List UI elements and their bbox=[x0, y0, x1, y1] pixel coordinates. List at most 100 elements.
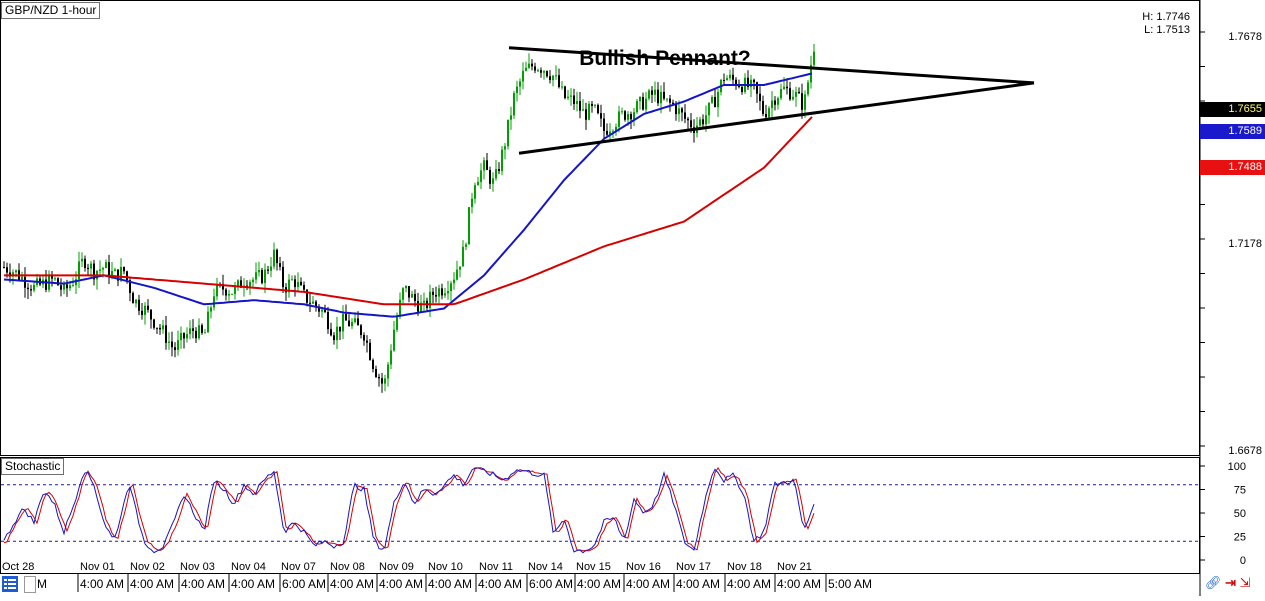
candle-body bbox=[534, 66, 536, 71]
candle-body bbox=[660, 91, 662, 104]
candle-body bbox=[375, 368, 377, 377]
candle-body bbox=[93, 263, 95, 280]
candle-body bbox=[639, 97, 641, 102]
candle-body bbox=[144, 305, 146, 315]
candle-body bbox=[663, 91, 665, 99]
candle-body bbox=[597, 104, 599, 114]
arrow-in-icon[interactable]: ⇥ bbox=[1225, 575, 1237, 590]
candle-body bbox=[228, 293, 230, 296]
period-button[interactable]: M bbox=[37, 577, 47, 591]
candle-body bbox=[240, 280, 242, 288]
candle-body bbox=[372, 359, 374, 369]
candle-body bbox=[531, 63, 533, 67]
candle-body bbox=[672, 102, 674, 105]
candle-body bbox=[204, 332, 206, 334]
candle-body bbox=[132, 293, 134, 304]
candle-body bbox=[546, 71, 548, 77]
candle-body bbox=[300, 281, 302, 286]
candle-body bbox=[642, 97, 644, 110]
candle-body bbox=[78, 261, 80, 280]
candle-body bbox=[420, 302, 422, 312]
trendline-lower[interactable] bbox=[518, 81, 1035, 155]
candle-body bbox=[141, 310, 143, 315]
candle-body bbox=[261, 270, 263, 284]
candle-body bbox=[549, 76, 551, 81]
stochastic-k-line bbox=[3, 467, 815, 554]
candle-body bbox=[135, 299, 137, 304]
candle-body bbox=[318, 306, 320, 312]
candle-body bbox=[588, 103, 590, 120]
candle-body bbox=[585, 109, 587, 120]
list-icon bbox=[2, 576, 18, 592]
trendline-upper[interactable] bbox=[508, 46, 1035, 85]
candle-body bbox=[180, 333, 182, 341]
candle-body bbox=[630, 113, 632, 120]
blue-moving-average bbox=[3, 72, 813, 318]
candle-body bbox=[798, 91, 800, 94]
candle-body bbox=[783, 86, 785, 90]
candle-body bbox=[279, 263, 281, 267]
link-icon[interactable]: 🔗︎ bbox=[1205, 575, 1222, 590]
scroll-box[interactable] bbox=[24, 576, 36, 593]
candle-body bbox=[606, 130, 608, 135]
candle-body bbox=[468, 207, 470, 245]
candle-body bbox=[99, 269, 101, 271]
stochastic-axis-label: 0 bbox=[1240, 555, 1246, 567]
candle-body bbox=[336, 326, 338, 341]
candle-body bbox=[396, 316, 398, 330]
arrow-split-icon[interactable]: ⇲ bbox=[1239, 575, 1251, 590]
candle-body bbox=[780, 89, 782, 99]
candle-body bbox=[666, 98, 668, 100]
candle-body bbox=[159, 327, 161, 330]
candle-body bbox=[768, 108, 770, 118]
candle-body bbox=[705, 115, 707, 125]
last-price-tag: 1.7655 bbox=[1200, 102, 1265, 117]
candle-body bbox=[72, 285, 74, 287]
stochastic-axis-label: 50 bbox=[1234, 508, 1246, 520]
candle-body bbox=[390, 350, 392, 365]
candle-body bbox=[627, 113, 629, 120]
candle-body bbox=[576, 101, 578, 104]
candle-body bbox=[552, 75, 554, 81]
low-label: L: 1.7513 bbox=[1144, 24, 1190, 36]
candle-body bbox=[684, 112, 686, 119]
candle-body bbox=[366, 340, 368, 343]
candle-body bbox=[537, 70, 539, 72]
candle-body bbox=[519, 81, 521, 87]
candle-body bbox=[321, 309, 323, 312]
candle-body bbox=[594, 104, 596, 106]
candle-body bbox=[399, 299, 401, 317]
candle-body bbox=[723, 79, 725, 81]
candle-body bbox=[195, 330, 197, 339]
candle-body bbox=[162, 325, 164, 330]
candle-body bbox=[438, 288, 440, 297]
candle-body bbox=[402, 288, 404, 300]
candle-body bbox=[21, 276, 23, 280]
candle-body bbox=[165, 325, 167, 343]
candle-body bbox=[117, 269, 119, 281]
time-label: 4:00 AM bbox=[727, 577, 771, 591]
candle-body bbox=[600, 113, 602, 119]
candle-body bbox=[462, 246, 464, 267]
candle-body bbox=[303, 285, 305, 290]
candle-body bbox=[348, 320, 350, 327]
candle-body bbox=[264, 269, 266, 284]
list-view-button[interactable] bbox=[1, 575, 19, 593]
candle-body bbox=[90, 263, 92, 269]
session-label: Nov 02 bbox=[130, 561, 165, 573]
candle-body bbox=[570, 95, 572, 97]
candle-body bbox=[681, 108, 683, 113]
stochastic-axis-label: 25 bbox=[1234, 532, 1246, 544]
session-label: Nov 17 bbox=[676, 561, 711, 573]
candle-body bbox=[408, 285, 410, 298]
candle-body bbox=[735, 79, 737, 87]
candle-body bbox=[207, 311, 209, 333]
blue-ma-price-tag: 1.7589 bbox=[1200, 124, 1265, 139]
candle-body bbox=[306, 289, 308, 303]
candle-body bbox=[186, 334, 188, 339]
stochastic-axis-label: 75 bbox=[1234, 485, 1246, 497]
candle-body bbox=[270, 266, 272, 271]
candle-body bbox=[669, 98, 671, 103]
candle-body bbox=[81, 258, 83, 262]
